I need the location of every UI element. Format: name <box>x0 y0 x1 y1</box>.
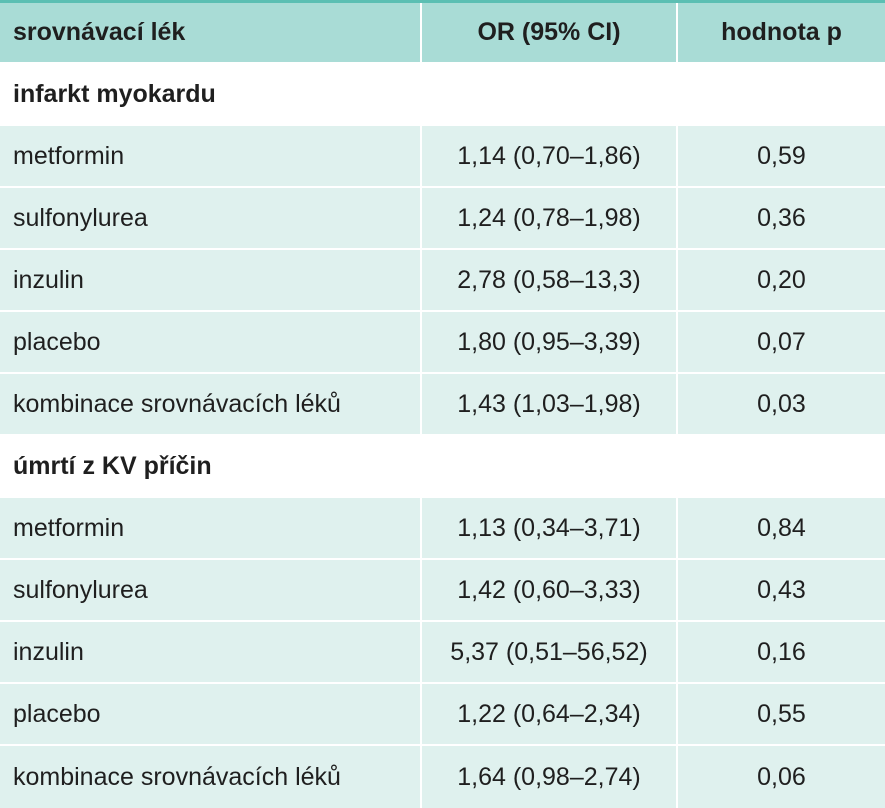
group-title: úmrtí z KV příčin <box>13 451 212 480</box>
group-row-myocardial-infarction: infarkt myokardu <box>0 64 885 126</box>
table-row: inzulin 2,78 (0,58–13,3) 0,20 <box>0 250 885 312</box>
drug-cell: sulfonylurea <box>0 560 422 620</box>
or-cell: 1,22 (0,64–2,34) <box>422 684 678 744</box>
table-row: placebo 1,80 (0,95–3,39) 0,07 <box>0 312 885 374</box>
table-row: kombinace srovnávacích léků 1,43 (1,03–1… <box>0 374 885 436</box>
or-cell: 1,14 (0,70–1,86) <box>422 126 678 186</box>
or-cell: 1,13 (0,34–3,71) <box>422 498 678 558</box>
header-p-value: hodnota p <box>721 18 842 46</box>
drug-cell: inzulin <box>0 622 422 682</box>
p-cell: 0,59 <box>757 141 806 170</box>
p-cell: 0,07 <box>757 327 806 356</box>
p-cell: 0,84 <box>757 513 806 542</box>
p-cell: 0,16 <box>757 637 806 666</box>
group-title: infarkt myokardu <box>13 79 216 108</box>
drug-cell: sulfonylurea <box>0 188 422 248</box>
or-cell: 1,64 (0,98–2,74) <box>422 746 678 808</box>
table-header-row: srovnávací lék OR (95% CI) hodnota p <box>0 3 885 64</box>
or-cell: 2,78 (0,58–13,3) <box>422 250 678 310</box>
drug-cell: placebo <box>0 684 422 744</box>
group-row-cv-death: úmrtí z KV příčin <box>0 436 885 498</box>
table-row: metformin 1,13 (0,34–3,71) 0,84 <box>0 498 885 560</box>
table-row: inzulin 5,37 (0,51–56,52) 0,16 <box>0 622 885 684</box>
p-cell: 0,55 <box>757 699 806 728</box>
drug-cell: inzulin <box>0 250 422 310</box>
table-row: placebo 1,22 (0,64–2,34) 0,55 <box>0 684 885 746</box>
or-cell: 1,43 (1,03–1,98) <box>422 374 678 434</box>
drug-cell: kombinace srovnávacích léků <box>0 374 422 434</box>
header-comparator-drug: srovnávací lék <box>0 3 422 62</box>
p-cell: 0,36 <box>757 203 806 232</box>
p-cell: 0,03 <box>757 389 806 418</box>
or-cell: 1,24 (0,78–1,98) <box>422 188 678 248</box>
or-cell: 1,80 (0,95–3,39) <box>422 312 678 372</box>
p-cell: 0,20 <box>757 265 806 294</box>
table-row: sulfonylurea 1,24 (0,78–1,98) 0,36 <box>0 188 885 250</box>
table-row: metformin 1,14 (0,70–1,86) 0,59 <box>0 126 885 188</box>
p-cell: 0,43 <box>757 575 806 604</box>
or-cell: 5,37 (0,51–56,52) <box>422 622 678 682</box>
p-cell: 0,06 <box>757 762 806 791</box>
drug-cell: metformin <box>0 498 422 558</box>
table-row: kombinace srovnávacích léků 1,64 (0,98–2… <box>0 746 885 808</box>
drug-cell: metformin <box>0 126 422 186</box>
drug-cell: kombinace srovnávacích léků <box>0 746 422 808</box>
or-cell: 1,42 (0,60–3,33) <box>422 560 678 620</box>
table-row: sulfonylurea 1,42 (0,60–3,33) 0,43 <box>0 560 885 622</box>
header-odds-ratio: OR (95% CI) <box>422 3 678 62</box>
drug-cell: placebo <box>0 312 422 372</box>
